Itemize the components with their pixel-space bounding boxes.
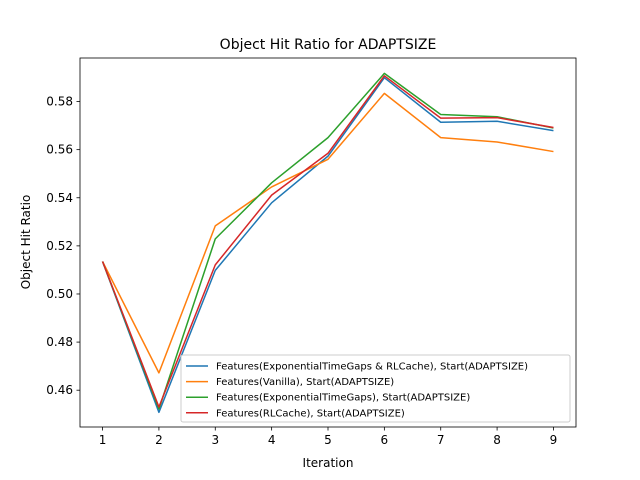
x-tick-label: 4	[268, 433, 276, 447]
y-tick-label: 0.58	[46, 95, 73, 109]
y-tick-label: 0.56	[46, 143, 73, 157]
legend-label-3: Features(ExponentialTimeGaps), Start(ADA…	[216, 393, 470, 404]
x-tick-label: 6	[381, 433, 389, 447]
series-line-3	[101, 72, 554, 410]
x-axis-ticks: 1 2 3 4 5 6 7 8 9	[99, 427, 558, 447]
y-axis-label: Object Hit Ratio	[19, 195, 33, 290]
y-tick-label: 0.46	[46, 383, 73, 397]
x-axis-label: Iteration	[303, 456, 354, 470]
x-tick-label: 2	[155, 433, 163, 447]
x-tick-label: 3	[211, 433, 219, 447]
legend-label-4: Features(RLCache), Start(ADAPTSIZE)	[216, 408, 405, 419]
x-tick-label: 9	[550, 433, 558, 447]
legend-label-1: Features(ExponentialTimeGaps & RLCache),…	[216, 362, 528, 373]
series-line-4	[101, 75, 554, 408]
x-tick-label: 5	[324, 433, 332, 447]
y-tick-label: 0.54	[46, 191, 73, 205]
y-tick-label: 0.48	[46, 335, 73, 349]
series-line-1	[101, 76, 554, 414]
chart-title: Object Hit Ratio for ADAPTSIZE	[220, 37, 437, 53]
x-tick-label: 1	[99, 433, 107, 447]
axes-frame	[79, 57, 577, 428]
series-line-2	[101, 92, 554, 374]
x-tick-label: 8	[493, 433, 501, 447]
legend-label-2: Features(Vanilla), Start(ADAPTSIZE)	[216, 377, 394, 388]
y-axis-ticks: 0.46 0.48 0.50 0.52 0.54 0.56 0.58	[46, 95, 80, 397]
series-layer	[101, 72, 554, 414]
legend: Features(ExponentialTimeGaps & RLCache),…	[180, 354, 571, 423]
y-tick-label: 0.50	[46, 287, 73, 301]
y-tick-label: 0.52	[46, 239, 73, 253]
x-tick-label: 7	[437, 433, 445, 447]
legend-box	[180, 354, 571, 423]
